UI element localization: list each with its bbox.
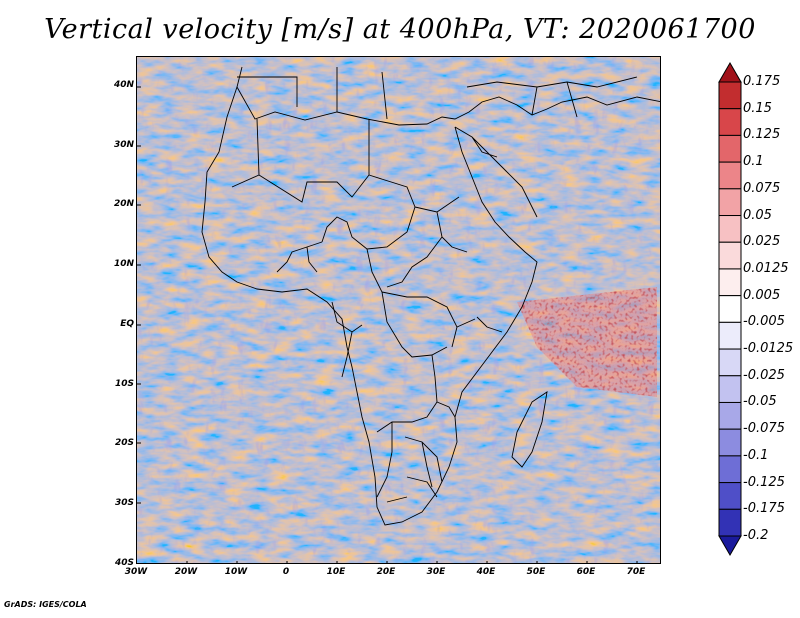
colorbar-bin	[718, 188, 742, 217]
colorbar-bin	[718, 348, 742, 377]
colorbar-bin	[718, 215, 742, 243]
colorbar-bin	[718, 241, 742, 270]
colorbar-level-label: 0.05	[743, 207, 772, 223]
lon-label: 20E	[376, 567, 396, 577]
colorbar-top-arrow	[718, 62, 742, 83]
colorbar-bin	[718, 268, 742, 297]
country-borders	[201, 66, 660, 526]
colorbar-level-label: 0.175	[743, 74, 781, 89]
lon-label: 60E	[576, 567, 596, 577]
lat-label: EQ	[120, 318, 134, 329]
colorbar-bin	[718, 134, 742, 163]
colorbar	[718, 62, 742, 556]
lon-label: 30E	[426, 567, 446, 577]
lon-label: 30W	[124, 567, 148, 577]
colorbar-bin	[718, 375, 742, 403]
lon-label: 70E	[626, 567, 646, 577]
colorbar-level-label: -0.0125	[743, 341, 794, 357]
colorbar-bin	[718, 108, 742, 136]
map-title: Vertical velocity [m/s] at 400hPa, VT: 2…	[44, 14, 756, 45]
lon-label: 0	[282, 567, 290, 577]
grads-credit: GrADS: IGES/COLA	[4, 600, 87, 609]
colorbar-level-label: -0.175	[743, 501, 785, 517]
colorbar-bin	[718, 321, 742, 350]
vertical-velocity-map	[137, 57, 660, 563]
colorbar-level-label: 0.0125	[743, 260, 789, 276]
lat-label: 30N	[113, 139, 134, 150]
lon-label: 50E	[526, 567, 546, 577]
colorbar-bin	[718, 401, 742, 430]
colorbar-level-label: 0.15	[743, 100, 772, 116]
colorbar-bin	[718, 428, 742, 457]
lat-label: 20S	[114, 438, 134, 449]
colorbar-level-label: 0.125	[743, 127, 781, 143]
colorbar-level-label: -0.05	[743, 394, 777, 410]
colorbar-level-label: 0.025	[743, 234, 781, 250]
colorbar-level-label: -0.2	[743, 528, 769, 543]
lat-label: 30S	[114, 498, 134, 509]
map-panel	[136, 56, 661, 564]
colorbar-bottom-arrow	[718, 535, 742, 556]
colorbar-bin	[718, 161, 742, 190]
colorbar-level-label: 0.1	[743, 154, 764, 170]
colorbar-bin	[718, 295, 742, 323]
lat-ticks	[137, 86, 141, 504]
colorbar-bin	[718, 508, 742, 537]
colorbar-bin	[718, 81, 742, 110]
colorbar-level-label: -0.125	[743, 474, 785, 490]
colorbar-bin	[718, 482, 742, 510]
colorbar-level-label: 0.005	[743, 287, 781, 303]
lat-label: 20N	[113, 199, 134, 210]
lat-label: 40N	[113, 79, 134, 90]
lon-label: 40E	[476, 567, 496, 577]
colorbar-level-label: -0.1	[743, 447, 769, 463]
colorbar-level-label: -0.075	[743, 421, 785, 437]
colorbar-level-label: 0.075	[743, 180, 781, 196]
colorbar-bin	[718, 455, 742, 484]
colorbar-level-label: -0.005	[743, 314, 785, 330]
lat-label: 40S	[114, 558, 134, 568]
lon-label: 20W	[174, 567, 198, 577]
lat-label: 10N	[113, 259, 134, 270]
lon-label: 10E	[326, 567, 346, 577]
colorbar-level-label: -0.025	[743, 367, 785, 383]
lon-ticks	[186, 561, 638, 563]
lon-label: 10W	[224, 567, 248, 577]
lat-label: 10S	[114, 378, 134, 389]
